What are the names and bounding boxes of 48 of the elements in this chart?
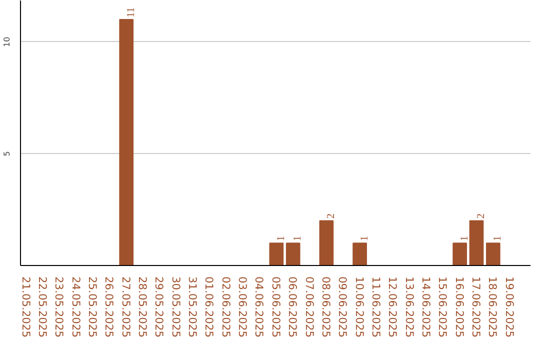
x-tick-label: 16.06.2025 (452, 276, 466, 338)
x-tick-label: 29.05.2025 (152, 276, 166, 338)
x-tick-label: 22.05.2025 (36, 276, 50, 338)
x-tick-label: 30.05.2025 (169, 276, 182, 338)
x-tick-label: 26.05.2025 (102, 276, 116, 338)
x-tick-label: 14.06.2025 (419, 276, 432, 338)
x-tick-label: 21.05.2025 (19, 276, 32, 338)
x-tick-label: 28.05.2025 (136, 276, 150, 338)
x-tick-label: 18.06.2025 (486, 276, 500, 338)
bar (469, 220, 484, 266)
bar (269, 242, 284, 266)
x-tick-label: 01.06.2025 (202, 276, 216, 338)
x-tick-label: 13.06.2025 (402, 276, 416, 338)
x-tick-label: 12.06.2025 (386, 276, 400, 338)
x-tick-label: 09.06.2025 (336, 276, 350, 338)
x-tick-label: 04.06.2025 (252, 276, 266, 338)
data-label: 1 (292, 236, 304, 242)
x-tick-label: 03.06.2025 (236, 276, 250, 338)
data-label: 1 (359, 236, 370, 242)
x-tick-label: 31.05.2025 (186, 276, 200, 338)
data-label: 1 (492, 236, 504, 242)
bar (319, 220, 334, 266)
y-tick-label: 5 (2, 151, 12, 156)
y-tick-label: 10 (2, 36, 12, 47)
x-tick-label: 05.06.2025 (269, 276, 282, 338)
x-tick-label: 17.06.2025 (469, 276, 482, 338)
data-label: 2 (326, 213, 337, 219)
x-tick-label: 25.05.2025 (86, 276, 100, 338)
bar (486, 242, 500, 266)
x-tick-label: 07.06.2025 (302, 276, 316, 338)
x-tick-label: 19.06.2025 (502, 276, 516, 338)
x-tick-label: 15.06.2025 (436, 276, 450, 338)
x-tick-label: 02.06.2025 (219, 276, 232, 338)
bar (452, 242, 467, 266)
data-label: 2 (476, 213, 487, 219)
x-tick-label: 11.06.2025 (369, 276, 382, 338)
x-tick-label: 10.06.2025 (352, 276, 366, 338)
x-tick-label: 24.05.2025 (69, 276, 82, 338)
bar (119, 19, 134, 266)
bar (286, 242, 300, 266)
x-tick-label: 23.05.2025 (52, 276, 66, 338)
data-label: 1 (276, 236, 287, 242)
x-tick-label: 06.06.2025 (286, 276, 300, 338)
data-label: 11 (126, 7, 137, 18)
x-tick-label: 27.05.2025 (119, 276, 132, 338)
bar (352, 242, 367, 266)
x-tick-label: 08.06.2025 (319, 276, 332, 338)
data-label: 1 (459, 236, 470, 242)
